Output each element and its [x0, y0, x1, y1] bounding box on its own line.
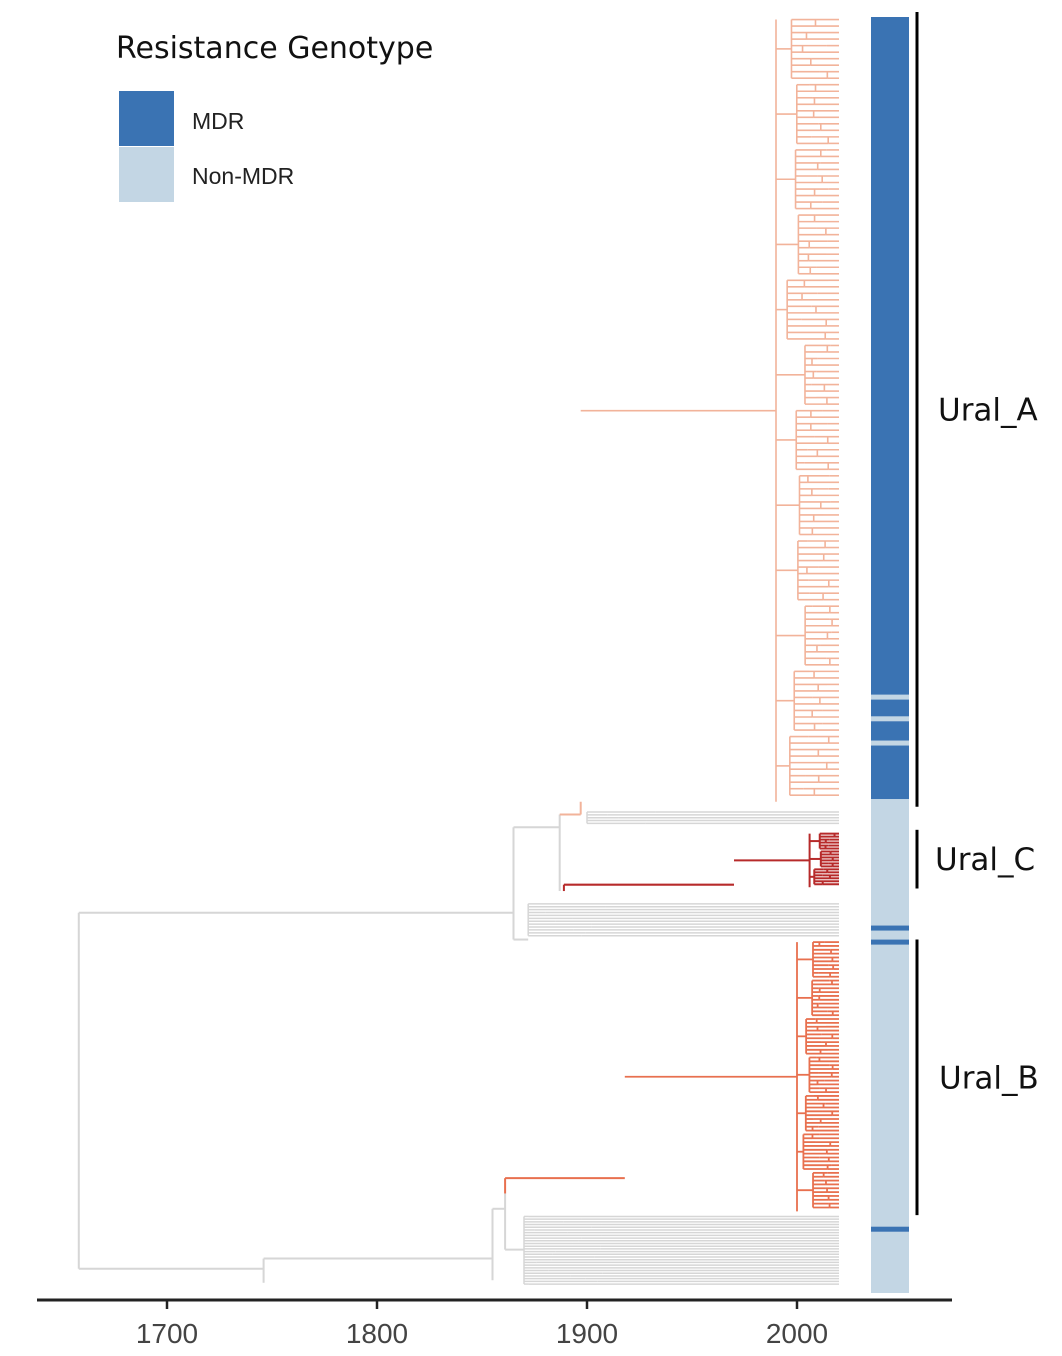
- x-tick-label: 2000: [766, 1318, 828, 1349]
- genotype-stripes: [871, 694, 909, 1232]
- genotype-stripe: [871, 740, 909, 746]
- genotype-stripe: [871, 694, 909, 700]
- x-tick-label: 1700: [136, 1318, 198, 1349]
- genotype-stripe: [871, 925, 909, 931]
- x-axis: 1700 1800 1900 2000: [37, 1298, 952, 1349]
- legend: Resistance Genotype MDR Non-MDR: [116, 31, 433, 202]
- legend-swatch-non-mdr: [119, 147, 174, 202]
- legend-title: Resistance Genotype: [116, 31, 433, 66]
- clade-brackets: Ural_A Ural_C Ural_B: [915, 12, 1039, 1216]
- genotype-stripe: [871, 939, 909, 945]
- x-tick-label: 1800: [346, 1318, 408, 1349]
- genotype-stripe: [871, 1226, 909, 1232]
- resistance-genotype-bar: [871, 17, 909, 1293]
- genotype-segment-mdr: [871, 17, 909, 800]
- phylogenetic-tree: [77, 18, 839, 1285]
- x-tick-label: 1900: [556, 1318, 618, 1349]
- clade-label-ural-b: Ural_B: [939, 1060, 1039, 1096]
- legend-label-mdr: MDR: [192, 108, 244, 134]
- legend-label-non-mdr: Non-MDR: [192, 163, 294, 189]
- legend-swatch-mdr: [119, 91, 174, 146]
- x-axis-ticks: 1700 1800 1900 2000: [136, 1300, 828, 1349]
- genotype-stripe: [871, 716, 909, 722]
- clade-label-ural-a: Ural_A: [938, 392, 1038, 428]
- clade-label-ural-c: Ural_C: [935, 842, 1035, 878]
- genotype-segment-non-mdr: [871, 799, 909, 1293]
